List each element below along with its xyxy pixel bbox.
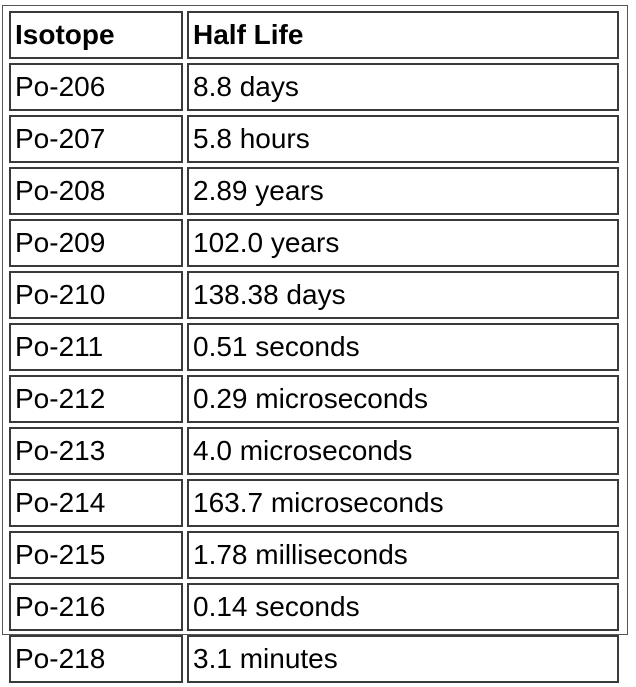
isotope-cell: Po-212 — [9, 375, 183, 423]
table-row: Po-215 1.78 milliseconds — [9, 531, 619, 579]
half-life-cell: 138.38 days — [187, 271, 619, 319]
table-row: Po-218 3.1 minutes — [9, 635, 619, 683]
isotope-cell: Po-209 — [9, 219, 183, 267]
isotope-cell: Po-207 — [9, 115, 183, 163]
half-life-cell: 0.51 seconds — [187, 323, 619, 371]
table-header: Isotope Half Life — [9, 11, 619, 59]
isotope-cell: Po-218 — [9, 635, 183, 683]
half-life-cell: 0.14 seconds — [187, 583, 619, 631]
isotope-cell: Po-215 — [9, 531, 183, 579]
isotope-cell: Po-214 — [9, 479, 183, 527]
half-life-cell: 5.8 hours — [187, 115, 619, 163]
header-half-life: Half Life — [187, 11, 619, 59]
isotope-cell: Po-213 — [9, 427, 183, 475]
table-row: Po-214 163.7 microseconds — [9, 479, 619, 527]
table-row: Po-211 0.51 seconds — [9, 323, 619, 371]
half-life-cell: 102.0 years — [187, 219, 619, 267]
table-row: Po-212 0.29 microseconds — [9, 375, 619, 423]
half-life-cell: 0.29 microseconds — [187, 375, 619, 423]
isotope-cell: Po-210 — [9, 271, 183, 319]
half-life-cell: 1.78 milliseconds — [187, 531, 619, 579]
isotope-half-life-table: Isotope Half Life Po-206 8.8 days Po-207… — [5, 7, 623, 687]
header-row: Isotope Half Life — [9, 11, 619, 59]
table-row: Po-208 2.89 years — [9, 167, 619, 215]
isotope-cell: Po-216 — [9, 583, 183, 631]
table-row: Po-213 4.0 microseconds — [9, 427, 619, 475]
isotope-cell: Po-206 — [9, 63, 183, 111]
table-row: Po-207 5.8 hours — [9, 115, 619, 163]
table-row: Po-216 0.14 seconds — [9, 583, 619, 631]
table-row: Po-210 138.38 days — [9, 271, 619, 319]
table-row: Po-209 102.0 years — [9, 219, 619, 267]
half-life-cell: 8.8 days — [187, 63, 619, 111]
table-row: Po-206 8.8 days — [9, 63, 619, 111]
half-life-cell: 163.7 microseconds — [187, 479, 619, 527]
isotope-cell: Po-211 — [9, 323, 183, 371]
isotope-cell: Po-208 — [9, 167, 183, 215]
half-life-cell: 3.1 minutes — [187, 635, 619, 683]
header-isotope: Isotope — [9, 11, 183, 59]
table-body: Po-206 8.8 days Po-207 5.8 hours Po-208 … — [9, 63, 619, 683]
half-life-cell: 4.0 microseconds — [187, 427, 619, 475]
half-life-cell: 2.89 years — [187, 167, 619, 215]
table-frame: Isotope Half Life Po-206 8.8 days Po-207… — [2, 5, 628, 683]
